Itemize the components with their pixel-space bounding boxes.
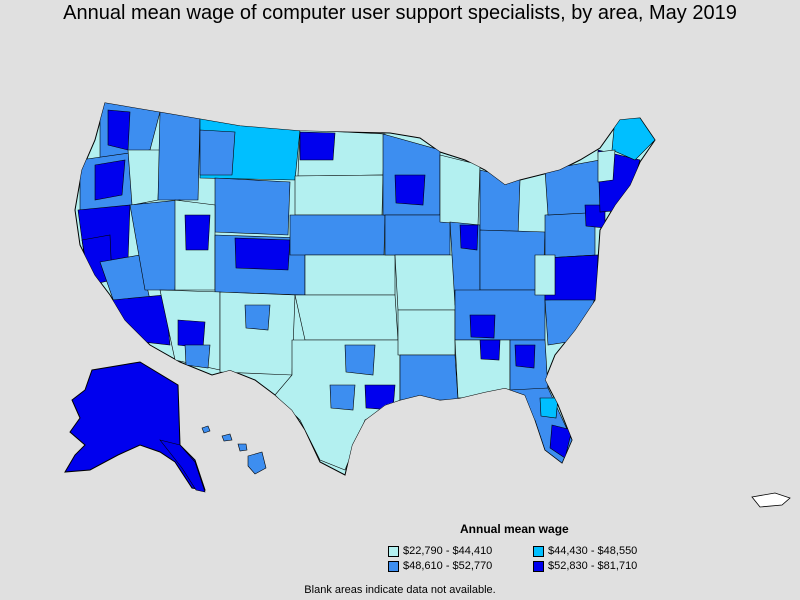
- region-chicago: [459, 224, 479, 251]
- region-west-virginia: [534, 254, 556, 296]
- region-arkansas: [397, 309, 456, 356]
- region-vermont: [597, 149, 616, 183]
- legend-label-mid-low: $44,430 - $48,550: [548, 545, 638, 557]
- legend-item-mid-high: $48,610 - $52,770: [388, 560, 533, 572]
- alaska-panhandle-shape: [159, 439, 206, 493]
- region-albuquerque: [244, 304, 271, 331]
- region-idaho: [157, 111, 201, 201]
- legend-title: Annual mean wage: [460, 522, 569, 536]
- legend: $22,790 - $44,410 $44,430 - $48,550 $48,…: [388, 545, 678, 572]
- region-salt-lake: [184, 214, 211, 251]
- legend-item-low: $22,790 - $44,410: [388, 545, 533, 557]
- region-minneapolis: [394, 174, 426, 206]
- region-austin: [329, 384, 356, 411]
- region-new-mexico: [219, 291, 296, 376]
- region-houston: [364, 384, 396, 411]
- hawaii-island-4: [247, 451, 267, 475]
- region-bismarck: [299, 131, 336, 161]
- region-oklahoma: [294, 294, 399, 341]
- region-carolinas: [544, 297, 596, 346]
- legend-item-mid-low: $44,430 - $48,550: [533, 545, 678, 557]
- region-louisiana: [399, 354, 459, 401]
- legend-label-high: $52,830 - $81,710: [548, 560, 638, 572]
- region-nebraska: [289, 214, 386, 256]
- footnote: Blank areas indicate data not available.: [304, 584, 496, 596]
- region-tucson: [184, 344, 211, 369]
- region-kentucky-tennessee: [454, 289, 546, 341]
- region-nashville: [469, 314, 496, 339]
- puerto-rico-shape: [751, 492, 791, 508]
- region-atlanta: [514, 344, 536, 369]
- region-kansas: [304, 254, 396, 296]
- region-wisconsin: [439, 154, 481, 226]
- region-phoenix: [177, 319, 206, 349]
- region-huntsville: [479, 339, 501, 361]
- legend-label-low: $22,790 - $44,410: [403, 545, 493, 557]
- hawaii-island-3: [237, 443, 248, 452]
- legend-swatch-mid-high: [388, 560, 399, 572]
- region-montana-west: [199, 129, 236, 176]
- region-orlando: [539, 397, 559, 419]
- hawaii-island-1: [201, 425, 211, 434]
- region-seattle: [107, 109, 131, 151]
- region-missouri: [394, 254, 459, 311]
- region-eastern-oregon: [127, 149, 161, 206]
- region-portland: [94, 159, 126, 201]
- map-title: Annual mean wage of computer user suppor…: [63, 2, 737, 24]
- region-south-dakota: [294, 174, 384, 216]
- legend-swatch-mid-low: [533, 545, 544, 557]
- region-southern-california: [111, 294, 171, 346]
- region-denver: [234, 237, 291, 271]
- region-michigan: [479, 169, 521, 236]
- area-regions: [77, 103, 655, 471]
- hawaii-island-2: [221, 433, 233, 442]
- region-wyoming: [214, 177, 291, 236]
- legend-item-high: $52,830 - $81,710: [533, 560, 678, 572]
- legend-swatch-low: [388, 545, 399, 557]
- legend-swatch-high: [533, 560, 544, 572]
- legend-label-mid-high: $48,610 - $52,770: [403, 560, 493, 572]
- region-dallas: [344, 344, 376, 376]
